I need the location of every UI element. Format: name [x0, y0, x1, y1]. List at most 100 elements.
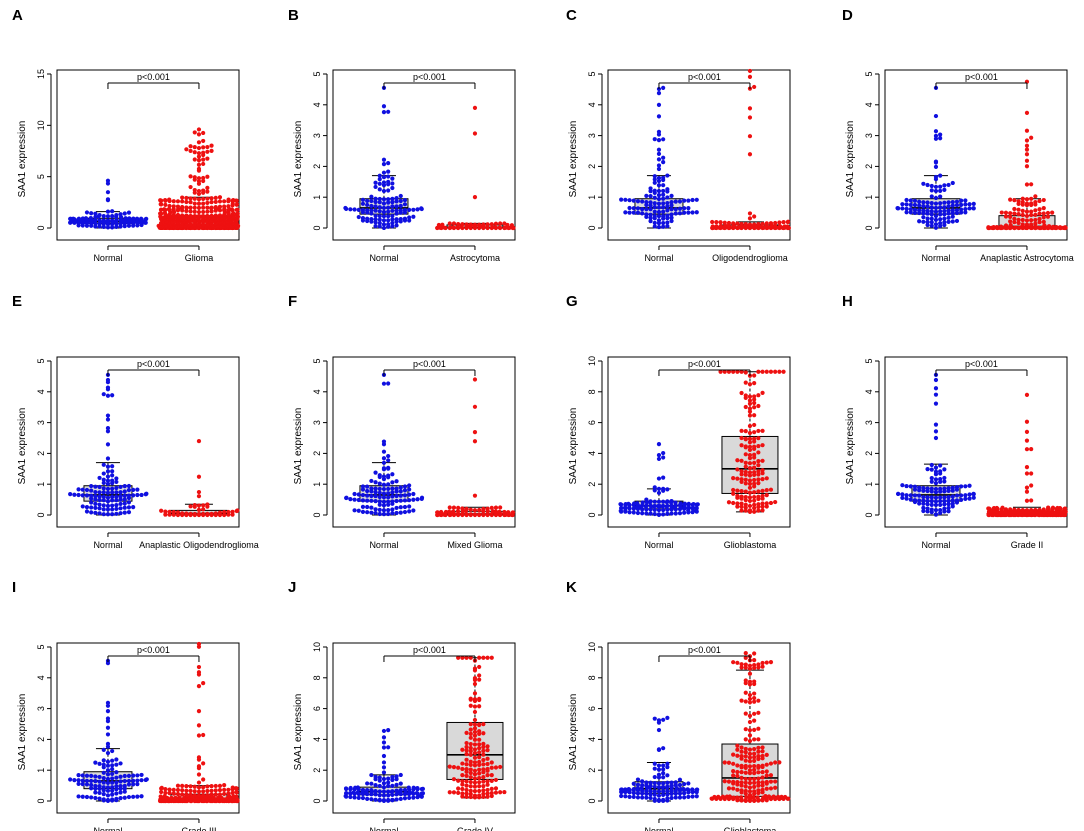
data-point — [192, 789, 197, 794]
data-point — [747, 490, 753, 495]
data-point — [209, 788, 214, 793]
data-point — [110, 758, 115, 763]
data-point — [356, 508, 361, 513]
x-tick-label: Normal — [644, 253, 673, 263]
data-point — [201, 789, 206, 794]
data-point — [933, 477, 939, 482]
data-point — [205, 200, 210, 206]
data-point — [752, 737, 757, 742]
data-point — [472, 780, 478, 785]
panel-letter: F — [288, 293, 297, 310]
data-point — [994, 224, 999, 230]
data-point — [1020, 212, 1025, 218]
data-point — [656, 214, 662, 219]
data-point — [678, 786, 683, 792]
data-point — [196, 214, 202, 219]
panel-letter: A — [12, 7, 23, 24]
data-point — [163, 197, 168, 203]
data-point — [84, 782, 90, 787]
data-point — [682, 198, 687, 203]
data-point — [661, 85, 666, 90]
data-point — [747, 211, 753, 216]
data-point — [986, 506, 991, 511]
data-point — [489, 773, 494, 778]
data-point — [394, 196, 399, 201]
data-point — [377, 213, 382, 219]
data-point — [938, 209, 943, 214]
data-point — [390, 494, 395, 499]
data-point — [739, 489, 744, 494]
data-point — [472, 729, 478, 735]
data-point — [352, 795, 357, 800]
data-point — [718, 220, 723, 225]
data-point — [89, 211, 94, 216]
data-point — [381, 201, 387, 206]
significance-bracket: p<0.001 — [107, 72, 200, 89]
data-point — [377, 196, 382, 202]
data-point — [695, 787, 700, 792]
data-point — [398, 498, 403, 503]
data-point — [481, 731, 486, 736]
data-point — [477, 788, 482, 794]
data-point — [188, 196, 193, 201]
data-point — [498, 505, 503, 510]
plot-frame — [332, 356, 516, 528]
data-point — [101, 512, 106, 517]
data-point — [661, 746, 666, 751]
data-point — [101, 494, 106, 500]
data-point — [1003, 210, 1009, 215]
significance-bracket: p<0.001 — [935, 359, 1028, 376]
data-point — [377, 177, 382, 182]
data-point — [196, 145, 202, 151]
points-normal — [343, 728, 426, 804]
data-point — [1024, 110, 1030, 115]
data-point — [472, 675, 478, 681]
data-point — [456, 221, 461, 227]
data-point — [938, 221, 943, 226]
data-point — [118, 783, 123, 789]
data-point — [131, 493, 136, 498]
data-point — [743, 502, 748, 507]
data-point — [967, 496, 972, 501]
data-point — [929, 495, 934, 500]
data-point — [756, 469, 761, 474]
data-point — [747, 495, 753, 500]
data-point — [101, 780, 106, 785]
data-point — [1024, 213, 1030, 219]
data-point — [933, 201, 939, 206]
data-point — [222, 783, 227, 788]
data-point — [747, 692, 753, 698]
x-tick-label: Normal — [644, 826, 673, 831]
data-point — [158, 211, 163, 216]
data-point — [925, 216, 930, 221]
data-point — [938, 495, 943, 500]
data-point — [739, 443, 744, 448]
data-point — [1016, 207, 1021, 212]
data-point — [184, 784, 189, 789]
data-point — [743, 690, 748, 695]
data-point — [627, 205, 632, 211]
data-point — [381, 785, 387, 790]
data-point — [768, 659, 774, 665]
data-point — [925, 204, 930, 209]
data-point — [352, 207, 357, 212]
data-point — [731, 761, 736, 766]
data-point — [110, 507, 115, 512]
data-point — [640, 211, 645, 216]
data-point — [89, 505, 94, 510]
data-point — [1008, 214, 1013, 219]
data-point — [481, 779, 486, 784]
data-point — [1024, 508, 1030, 513]
data-point — [502, 221, 507, 226]
data-point — [377, 789, 382, 794]
data-point — [694, 794, 699, 799]
data-point — [390, 486, 395, 491]
data-point — [407, 795, 412, 801]
data-point — [619, 197, 624, 202]
data-point — [756, 698, 761, 703]
data-point — [665, 503, 670, 509]
data-point — [464, 757, 469, 762]
data-point — [755, 795, 760, 800]
